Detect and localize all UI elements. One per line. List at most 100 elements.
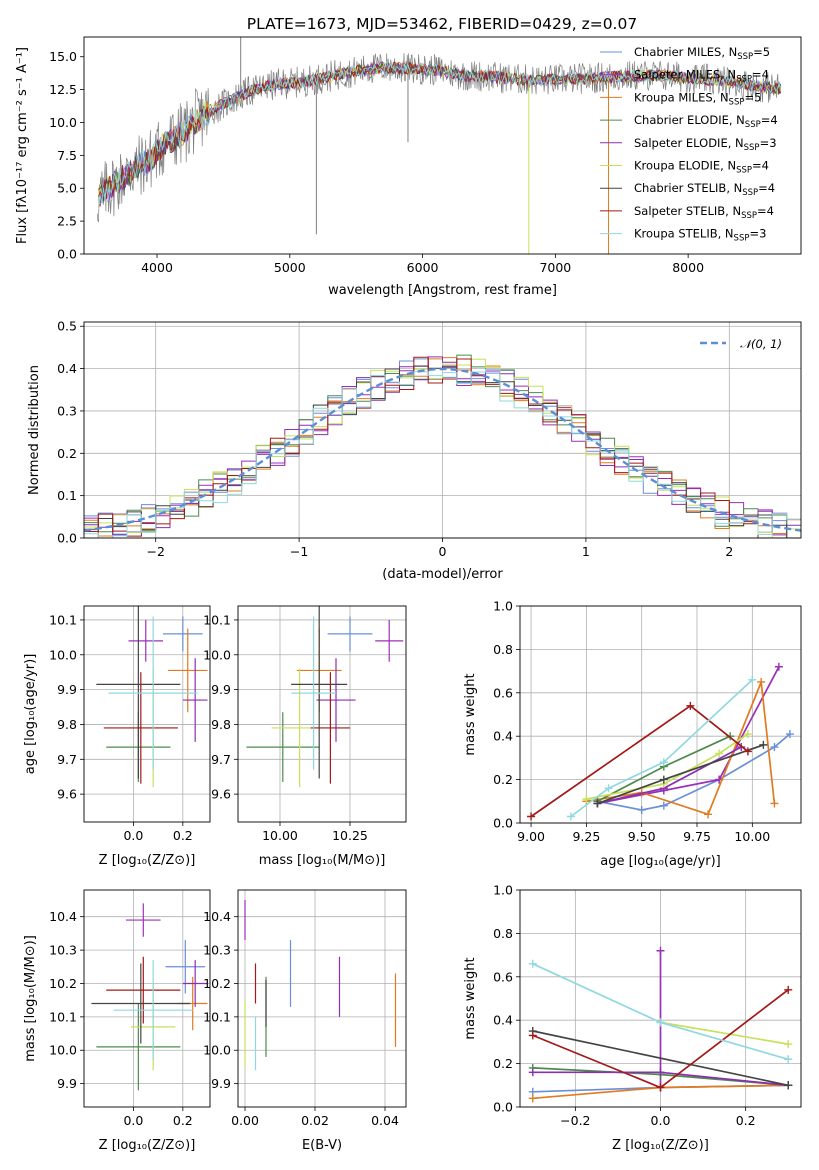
axes-frame [83,605,211,823]
y-tick-label: 0.8 [493,642,513,657]
y-tick-label: 10.0 [49,1043,77,1058]
residual-histogram-9 [84,368,801,538]
residual-histogram-6 [84,358,801,538]
data-marker [528,1031,537,1040]
y-tick-label: 0.6 [493,685,513,700]
data-point-5 [182,960,208,1007]
data-marker [659,801,668,810]
data-point-9 [291,616,336,770]
panel-massweight_vs_age: 9.00 9.25 9.50 9.75 10.00 0.0 0.2 0.4 0.6 0.8 1.0 a… [463,599,802,869]
panel-massweight_vs_Z: −0.2 0.0 0.2 0.0 0.2 0.4 0.6 0.8 1.0 Z [log₁₀(Z/Z… [463,883,802,1153]
data-marker [593,799,602,808]
data-marker [566,812,575,821]
x-tick-label: 5000 [274,260,306,275]
x-tick-label: 0.00 [231,1113,259,1128]
y-tick-label: 10.1 [49,612,77,627]
plot-area [84,354,801,538]
y-tick-label: 2.5 [57,214,77,229]
x-tick-label: 9.25 [572,829,600,844]
y-tick-label: 7.5 [57,148,77,163]
y-tick-label: 10.2 [203,976,231,991]
legend-entry: Salpeter STELIB, NSSP=4 [634,204,774,221]
y-axis-label: Flux [fλ10⁻¹⁷ erg cm⁻² s⁻¹ A⁻¹] [15,47,30,244]
x-tick-label: 0.2 [173,828,193,843]
y-tick-label: 0.1 [57,488,77,503]
y-axis-label: mass [log₁₀(M/M⊙)] [23,935,38,1062]
series-8 [527,701,752,821]
data-marker [785,730,794,739]
data-marker [784,1081,793,1090]
legend-entry: 𝒩(0, 1) [740,337,782,351]
series-line [570,679,753,818]
panel-age_vs_mass: 10.00 10.25 9.6 9.7 9.8 9.9 10.0 10.1 mass [log₁… [203,605,407,868]
data-point-8 [106,956,181,1024]
data-marker [759,740,768,749]
panel-mass_vs_ebv: 0.00 0.02 0.04 9.9 10.0 10.1 10.2 10.3 10.4 E(B-V… [203,889,407,1153]
x-tick-label: 4000 [141,260,173,275]
y-tick-label: 10.0 [49,647,77,662]
x-axis-label: E(B-V) [302,1138,342,1153]
series-9 [566,675,757,821]
x-axis-label: wavelength [Angstrom, rest frame] [328,283,557,298]
series-line [586,681,776,816]
data-marker [659,775,668,784]
data-marker [784,1040,793,1049]
x-tick-label: 0.0 [123,1113,143,1128]
data-point-5 [182,658,208,742]
plot-area [244,900,397,1071]
data-marker [656,1018,665,1027]
series-line [532,1030,789,1087]
plot-area [246,606,404,788]
y-tick-label: 9.8 [57,717,77,732]
panel-residuals: −2 −1 0 1 2 0.0 0.1 0.2 0.3 0.4 0.5 (data-model)/er… [27,319,802,582]
y-tick-label: 10.3 [49,943,77,958]
y-tick-label: 0.4 [493,1013,513,1028]
residual-histogram-8 [84,356,801,538]
data-marker [748,675,757,684]
data-marker [770,743,779,752]
y-tick-label: 9.9 [57,1076,77,1091]
x-tick-label: 10.25 [332,828,368,843]
y-tick-label: 0.0 [493,816,513,831]
x-tick-label: 1 [582,544,590,559]
legend-entry: Salpeter ELODIE, NSSP=3 [634,136,777,153]
plot-area [528,946,793,1103]
data-point-4 [246,712,320,782]
y-tick-label: 15.0 [49,49,77,64]
data-marker [527,812,536,821]
data-marker [528,959,537,968]
legend-entry: Chabrier STELIB, NSSP=4 [634,181,775,198]
x-tick-label: 7000 [539,260,571,275]
data-point-8 [310,672,350,784]
y-axis-label: mass weight [463,673,478,755]
x-tick-label: 0.04 [371,1113,399,1128]
y-tick-label: 1.0 [493,599,513,614]
panel-mass_vs_Z: 0.0 0.2 9.9 10.0 10.1 10.2 10.3 10.4 Z [log₁₀(Z/… [23,889,211,1153]
y-tick-label: 0.0 [57,531,77,546]
model-spectrum-9 [98,60,782,204]
series-5 [593,743,746,808]
panel-age_vs_Z: 0.0 0.2 9.6 9.7 9.8 9.9 10.0 10.1 Z [log₁₀(Z/Z⊙)… [23,605,211,868]
x-axis-label: Z [log₁₀(Z/Z⊙)] [612,1138,709,1153]
y-tick-label: 10.1 [203,1009,231,1024]
y-tick-label: 0.8 [493,926,513,941]
data-marker [528,1094,537,1103]
x-tick-label: 0.0 [651,1113,671,1128]
x-tick-label: 6000 [407,260,439,275]
legend-entry: Kroupa ELODIE, NSSP=4 [634,159,769,176]
x-axis-label: Z [log₁₀(Z/Z⊙)] [99,853,196,868]
legend-entry: Salpeter MILES, NSSP=4 [634,68,769,85]
residual-histogram-5 [84,356,801,536]
data-marker [604,784,613,793]
y-tick-label: 9.9 [211,1076,231,1091]
panel-spectrum: 4000 5000 6000 7000 8000 0.0 2.5 5.0 7.5 10.0 12.5… [15,36,802,298]
y-tick-label: 0.4 [493,729,513,744]
data-point-1 [327,616,373,652]
y-tick-label: 10.0 [203,1043,231,1058]
axes-frame [519,889,802,1108]
series-9 [528,959,793,1064]
y-tick-label: 0.6 [493,969,513,984]
y-tick-label: 0.2 [493,1056,513,1071]
x-tick-label: 10.00 [734,829,770,844]
